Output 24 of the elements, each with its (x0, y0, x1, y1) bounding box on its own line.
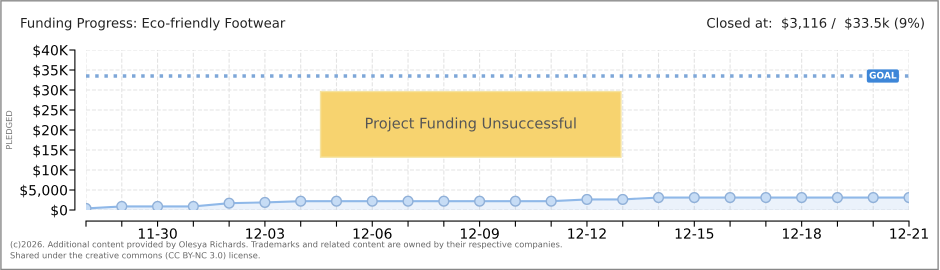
chart-title: Funding Progress: Eco-friendly Footwear (21, 18, 286, 30)
text: Shared under the creative commons (CC BY-NC 3.0) license. (10, 252, 260, 260)
y-tick-label: $20K (33, 124, 68, 138)
y-tick-label: $40K (33, 44, 68, 58)
y-tick-label: $5,000 (20, 184, 68, 198)
ref-line-label: GOAL (870, 72, 896, 79)
x-tick-label: 11-30 (138, 228, 177, 239)
y-axis-title: PLEDGED (6, 110, 12, 149)
x-tick-label: 12-21 (890, 228, 928, 239)
y-tick-label: $15K (33, 144, 68, 158)
y-tick-label: $30K (33, 84, 68, 98)
y-tick-label: $0 (51, 204, 68, 218)
y-tick-label: $35K (33, 64, 68, 78)
x-tick-label: 12-12 (568, 228, 606, 239)
x-tick-label: 12-15 (676, 228, 714, 239)
x-tick-label: 12-06 (354, 228, 392, 239)
annotation: Project Funding Unsuccessful (366, 117, 576, 132)
x-tick-label: 12-18 (783, 228, 821, 239)
chart-subtitle: Closed at: $3,116 / $33.5k (9%) (707, 18, 924, 30)
x-tick-label: 12-03 (246, 228, 284, 239)
y-tick-label: $10K (33, 164, 68, 178)
x-tick-label: 12-09 (460, 228, 499, 239)
text: (c)2026. Additional content provided by Olesya Richards. Trademarks and related content are owned by their respective companies. (10, 240, 562, 250)
y-tick-label: $25K (33, 104, 68, 118)
